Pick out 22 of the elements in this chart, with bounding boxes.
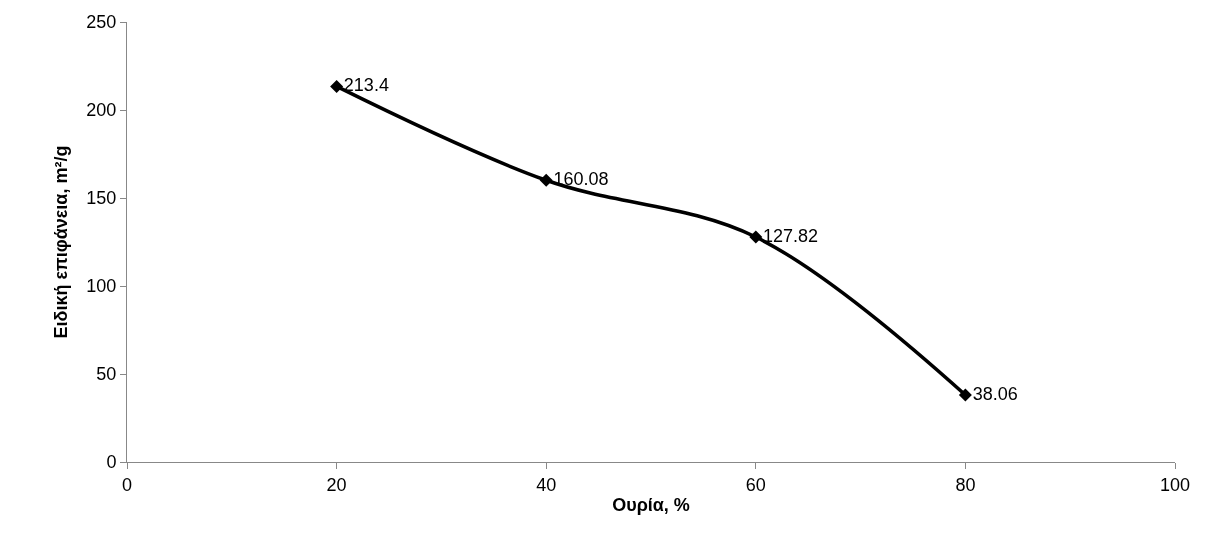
- x-tick-label: 80: [955, 474, 976, 495]
- x-tick-label: 20: [326, 474, 347, 495]
- y-tick-label: 150: [86, 188, 117, 209]
- data-label: 160.08: [553, 168, 609, 189]
- y-tick-label: 0: [106, 452, 117, 473]
- x-tick-label: 40: [536, 474, 557, 495]
- y-tick-label: 200: [86, 100, 117, 121]
- y-tick-label: 250: [86, 12, 117, 33]
- y-axis-title: Ειδική επιφάνεια, m²/g: [50, 145, 71, 339]
- point: [749, 230, 763, 244]
- x-tick-label: 100: [1159, 474, 1191, 495]
- data-label: 127.82: [763, 225, 819, 246]
- point: [958, 388, 972, 402]
- x-axis-title: Ουρία, %: [612, 494, 690, 515]
- x-tick-label: 60: [745, 474, 766, 495]
- x-tick-label: 0: [121, 474, 133, 495]
- point: [330, 79, 344, 93]
- y-tick-label: 100: [86, 276, 117, 297]
- data-label: 213.4: [343, 74, 389, 95]
- point: [539, 173, 553, 187]
- y-tick-label: 50: [96, 364, 117, 385]
- data-label: 38.06: [972, 383, 1018, 404]
